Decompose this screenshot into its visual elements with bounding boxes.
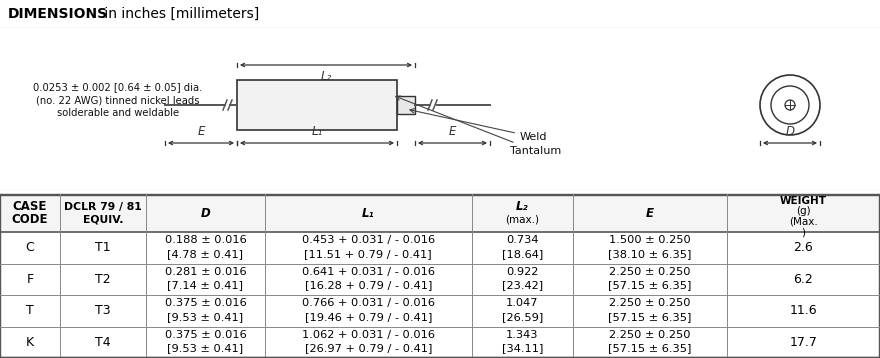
Text: [26.97 + 0.79 / - 0.41]: [26.97 + 0.79 / - 0.41] [304, 344, 432, 354]
Text: T1: T1 [95, 241, 111, 254]
Text: E: E [449, 125, 456, 138]
Text: L₁: L₁ [362, 207, 375, 219]
Bar [397, 96, 415, 114]
Text: 0.375 ± 0.016: 0.375 ± 0.016 [165, 299, 246, 308]
Text: E: E [646, 207, 654, 219]
Text: ): ) [802, 227, 805, 237]
Text: 1.343: 1.343 [506, 330, 539, 340]
Text: 0.188 ± 0.016: 0.188 ± 0.016 [165, 236, 246, 245]
Text: [16.28 + 0.79 / - 0.41]: [16.28 + 0.79 / - 0.41] [304, 281, 432, 291]
Text: 2.6: 2.6 [794, 241, 813, 254]
Text: [9.53 ± 0.41]: [9.53 ± 0.41] [167, 312, 244, 322]
Text: 2.250 ± 0.250: 2.250 ± 0.250 [609, 330, 691, 340]
Text: CODE: CODE [11, 213, 48, 226]
Text: in inches [millimeters]: in inches [millimeters] [100, 7, 260, 21]
Text: [19.46 + 0.79 / - 0.41]: [19.46 + 0.79 / - 0.41] [304, 312, 432, 322]
Text: (Max.: (Max. [789, 217, 818, 227]
Text: 0.734: 0.734 [506, 236, 539, 245]
Text: 6.2: 6.2 [794, 273, 813, 286]
Text: T2: T2 [95, 273, 111, 286]
Text: L₂: L₂ [516, 200, 529, 213]
Text: [23.42]: [23.42] [502, 281, 543, 291]
Text: Weld: Weld [410, 108, 547, 142]
Text: (max.): (max.) [505, 214, 539, 224]
Text: [57.15 ± 6.35]: [57.15 ± 6.35] [608, 312, 692, 322]
Text: E: E [197, 125, 205, 138]
Text: 0.281 ± 0.016: 0.281 ± 0.016 [165, 267, 246, 277]
Text: 1.062 + 0.031 / - 0.016: 1.062 + 0.031 / - 0.016 [302, 330, 435, 340]
Text: D: D [786, 125, 795, 138]
Text: [11.51 + 0.79 / - 0.41]: [11.51 + 0.79 / - 0.41] [304, 249, 432, 259]
Text: EQUIV.: EQUIV. [83, 214, 123, 224]
Text: 0.766 + 0.031 / - 0.016: 0.766 + 0.031 / - 0.016 [302, 299, 435, 308]
Text: [38.10 ± 6.35]: [38.10 ± 6.35] [608, 249, 692, 259]
Text: C: C [26, 241, 34, 254]
Text: [4.78 ± 0.41]: [4.78 ± 0.41] [167, 249, 244, 259]
Text: Tantalum: Tantalum [396, 96, 561, 156]
Text: DCLR 79 / 81: DCLR 79 / 81 [64, 202, 142, 212]
Text: [7.14 ± 0.41]: [7.14 ± 0.41] [167, 281, 244, 291]
Text: K: K [26, 336, 34, 349]
Text: L₁: L₁ [312, 125, 323, 138]
Text: [9.53 ± 0.41]: [9.53 ± 0.41] [167, 344, 244, 354]
Text: [34.11]: [34.11] [502, 344, 543, 354]
Text: DIMENSIONS: DIMENSIONS [8, 7, 108, 21]
Text: 2.250 ± 0.250: 2.250 ± 0.250 [609, 267, 691, 277]
Text: 17.7: 17.7 [789, 336, 818, 349]
Text: 0.375 ± 0.016: 0.375 ± 0.016 [165, 330, 246, 340]
Text: D: D [201, 207, 210, 219]
Text: L₂: L₂ [320, 70, 332, 83]
Bar [0, 194, 880, 232]
Text: [26.59]: [26.59] [502, 312, 543, 322]
Text: (g): (g) [796, 206, 810, 216]
Text: 1.047: 1.047 [506, 299, 539, 308]
Text: 0.453 + 0.031 / - 0.016: 0.453 + 0.031 / - 0.016 [302, 236, 435, 245]
Text: WEIGHT: WEIGHT [780, 195, 827, 205]
Text: [18.64]: [18.64] [502, 249, 543, 259]
Text: F: F [26, 273, 33, 286]
Text: 0.922: 0.922 [506, 267, 539, 277]
Text: 0.0253 ± 0.002 [0.64 ± 0.05] dia.
(no. 22 AWG) tinned nickel leads
solderable an: 0.0253 ± 0.002 [0.64 ± 0.05] dia. (no. 2… [33, 82, 202, 118]
Bar [237, 80, 397, 130]
Text: T3: T3 [95, 304, 111, 317]
Text: CASE: CASE [12, 200, 48, 213]
Text: [57.15 ± 6.35]: [57.15 ± 6.35] [608, 344, 692, 354]
Text: [57.15 ± 6.35]: [57.15 ± 6.35] [608, 281, 692, 291]
Text: T: T [26, 304, 33, 317]
Text: 0.641 + 0.031 / - 0.016: 0.641 + 0.031 / - 0.016 [302, 267, 435, 277]
Text: T4: T4 [95, 336, 111, 349]
Text: 2.250 ± 0.250: 2.250 ± 0.250 [609, 299, 691, 308]
Text: 1.500 ± 0.250: 1.500 ± 0.250 [609, 236, 691, 245]
Text: 11.6: 11.6 [789, 304, 818, 317]
